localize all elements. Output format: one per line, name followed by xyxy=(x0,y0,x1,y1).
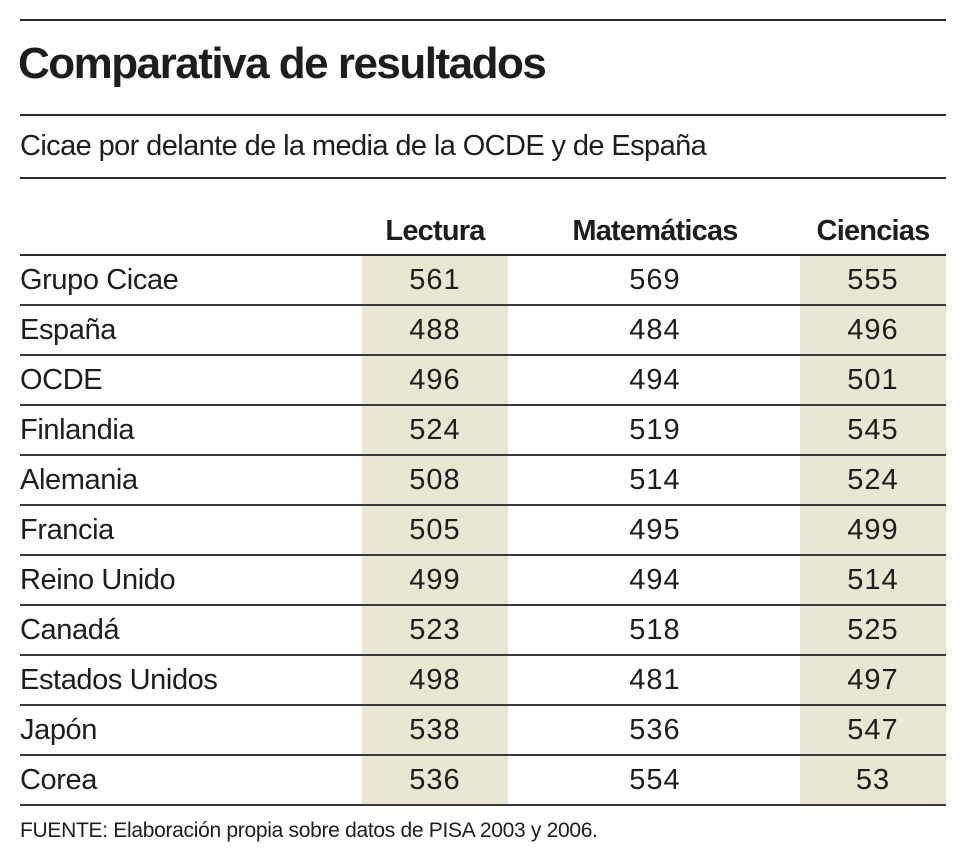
header-rule xyxy=(20,254,946,256)
row-divider xyxy=(20,704,946,706)
table-row: OCDE 496 494 501 xyxy=(20,356,946,406)
row-label: Canadá xyxy=(20,614,120,646)
value-cell-matematicas: 569 xyxy=(629,264,681,296)
value-cell-lectura: 561 xyxy=(409,264,461,296)
row-divider xyxy=(20,304,946,306)
value-cell-lectura: 505 xyxy=(409,514,461,546)
column-header-ciencias: Ciencias xyxy=(816,215,931,247)
table-row: Corea 536 554 53 xyxy=(20,756,946,806)
row-label: Reino Unido xyxy=(20,564,176,596)
row-divider xyxy=(20,404,946,406)
value-cell-ciencias: 499 xyxy=(847,514,899,546)
value-cell-matematicas: 554 xyxy=(629,764,681,796)
value-cell-matematicas: 494 xyxy=(629,364,681,396)
title-rule xyxy=(20,114,946,116)
value-cell-matematicas: 514 xyxy=(629,464,681,496)
value-cell-ciencias: 525 xyxy=(847,614,899,646)
value-cell-lectura: 496 xyxy=(409,364,461,396)
value-cell-ciencias: 53 xyxy=(855,764,891,796)
value-cell-ciencias: 547 xyxy=(847,714,899,746)
value-cell-lectura: 523 xyxy=(409,614,461,646)
value-cell-matematicas: 518 xyxy=(629,614,681,646)
table-row: Estados Unidos 498 481 497 xyxy=(20,656,946,706)
row-divider xyxy=(20,504,946,506)
row-label: Francia xyxy=(20,514,114,546)
row-label: OCDE xyxy=(20,364,103,396)
row-divider xyxy=(20,454,946,456)
row-label: Alemania xyxy=(20,464,138,496)
footnote: FUENTE: Elaboración propia sobre datos d… xyxy=(20,819,598,842)
value-cell-matematicas: 536 xyxy=(629,714,681,746)
column-header-matematicas: Matemáticas xyxy=(572,215,738,247)
value-cell-matematicas: 481 xyxy=(629,664,681,696)
row-divider xyxy=(20,354,946,356)
value-cell-lectura: 499 xyxy=(409,564,461,596)
value-cell-ciencias: 545 xyxy=(847,414,899,446)
value-cell-lectura: 538 xyxy=(409,714,461,746)
value-cell-ciencias: 501 xyxy=(847,364,899,396)
value-cell-matematicas: 484 xyxy=(629,314,681,346)
value-cell-lectura: 524 xyxy=(409,414,461,446)
value-cell-lectura: 488 xyxy=(409,314,461,346)
ciencias-column-shade xyxy=(800,255,946,805)
row-label: Grupo Cicae xyxy=(20,264,179,296)
value-cell-matematicas: 494 xyxy=(629,564,681,596)
table-row: Finlandia 524 519 545 xyxy=(20,406,946,456)
value-cell-lectura: 508 xyxy=(409,464,461,496)
row-label: Estados Unidos xyxy=(20,664,218,696)
column-header-lectura: Lectura xyxy=(385,215,485,247)
table-row: España 488 484 496 xyxy=(20,306,946,356)
row-label: España xyxy=(20,314,116,346)
table-row: Reino Unido 499 494 514 xyxy=(20,556,946,606)
table-row: Japón 538 536 547 xyxy=(20,706,946,756)
value-cell-ciencias: 524 xyxy=(847,464,899,496)
row-label: Corea xyxy=(20,764,97,796)
row-divider xyxy=(20,604,946,606)
value-cell-ciencias: 496 xyxy=(847,314,899,346)
row-divider xyxy=(20,554,946,556)
row-divider xyxy=(20,804,946,806)
value-cell-ciencias: 497 xyxy=(847,664,899,696)
value-cell-ciencias: 514 xyxy=(847,564,899,596)
subtitle-rule xyxy=(20,177,946,179)
row-label: Japón xyxy=(20,714,98,746)
table-row: Francia 505 495 499 xyxy=(20,506,946,556)
lectura-column-shade xyxy=(362,255,508,805)
table-row: Alemania 508 514 524 xyxy=(20,456,946,506)
value-cell-matematicas: 519 xyxy=(629,414,681,446)
page-title: Comparativa de resultados xyxy=(18,39,547,88)
row-divider xyxy=(20,754,946,756)
value-cell-lectura: 498 xyxy=(409,664,461,696)
value-cell-lectura: 536 xyxy=(409,764,461,796)
table-row: Canadá 523 518 525 xyxy=(20,606,946,656)
value-cell-matematicas: 495 xyxy=(629,514,681,546)
table-row: Grupo Cicae 561 569 555 xyxy=(20,256,946,306)
top-rule xyxy=(20,19,946,21)
row-label: Finlandia xyxy=(20,414,135,446)
subtitle: Cicae por delante de la media de la OCDE… xyxy=(20,130,707,162)
row-divider xyxy=(20,654,946,656)
value-cell-ciencias: 555 xyxy=(847,264,899,296)
